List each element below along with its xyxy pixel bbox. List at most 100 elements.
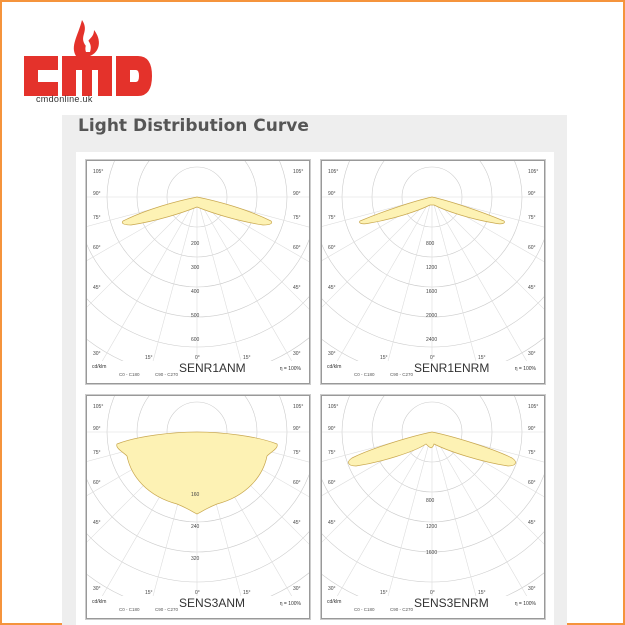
grid-arc [322,296,544,348]
legend-c0-c180: C0 - C180 [119,607,140,612]
angle-label: 45° [93,520,101,526]
radial-value-label: 800 [426,241,435,247]
legend-c90-c270: C90 - C270 [155,607,179,612]
grid-radial [196,196,242,361]
angle-label: 0° [430,355,435,361]
grid-arc [401,166,463,198]
angle-label: 75° [528,215,536,221]
angle-label: 30° [93,351,101,357]
angle-label: 105° [293,169,303,175]
efficiency-label: η = 100% [279,601,301,607]
angle-label: 60° [93,245,101,251]
radial-value-label: 2000 [426,313,437,319]
angle-label: 15° [243,590,251,596]
grid-arc [371,396,493,433]
grid-radial [387,196,433,361]
diagram-name: SENS3ENRM [414,596,489,610]
unit-label: cd/klm [92,599,107,605]
grid-radial [322,196,433,227]
angle-label: 45° [293,520,301,526]
grid-radial [387,431,433,596]
angle-label: 105° [528,169,538,175]
panel-title: Light Distribution Curve [78,116,309,136]
polar-diagram-sens3anm: 105° 105° 90° 90° 75° 75° 60° 60° 45° 45° 30° 30° 15… [86,395,310,619]
legend-c0-c180: C0 - C180 [354,372,375,377]
efficiency-label: η = 100% [514,601,536,607]
angle-label: 105° [93,169,103,175]
grid-arc [166,166,228,198]
polar-grid: 105° 105° 90° 90° 75° 75° 60° 60° 45° 45° 30° 30° 15… [87,396,309,596]
angle-label: 105° [93,404,103,410]
radial-value-label: 2400 [426,337,437,343]
radial-value-label: 1200 [426,265,437,271]
angle-label: 15° [478,590,486,596]
grid-radial [196,196,293,361]
polar-grid: 105° 105° 90° 90° 75° 75° 60° 60° 45° 45° 30° 30° 15… [322,161,544,361]
grid-radial [431,196,477,361]
angle-label: 75° [328,215,336,221]
grid-arc [322,396,544,432]
angle-label: 0° [430,590,435,596]
unit-label: cd/klm [92,364,107,370]
grid-radial [336,431,433,596]
grid-arc [341,161,523,198]
grid-radial [87,196,198,308]
grid-arc [136,396,258,433]
angle-label: 75° [93,215,101,221]
polar-diagram-senr1anm: 105° 105° 90° 90° 75° 75° 60° 60° 45° 45° 30° 30° 15… [86,160,310,384]
angle-label: 75° [528,450,536,456]
grid-radial [322,196,433,308]
grid-arc [322,531,544,583]
grid-arc [87,296,309,348]
radial-value-label: 600 [191,337,200,343]
grid-radial [431,431,544,545]
radial-value-label: 240 [191,524,200,530]
angle-label: 30° [293,586,301,592]
angle-label: 60° [293,480,301,486]
grid-radial [152,196,198,361]
grid-arc [136,161,258,198]
angle-label: 90° [293,426,301,432]
grid-arc [87,396,309,432]
radial-value-label: 320 [191,556,200,562]
radial-value-label: 200 [191,241,200,247]
unit-label: cd/klm [327,599,342,605]
legend-c0-c180: C0 - C180 [119,372,140,377]
radial-value-label: 800 [426,498,435,504]
angle-label: 30° [293,351,301,357]
grid-radial [431,196,544,228]
grid-arc [87,396,309,432]
angle-label: 90° [93,426,101,432]
diagram-name: SENR1ENRM [414,361,490,375]
radial-value-label: 1600 [426,289,437,295]
grid-arc [322,396,544,432]
angle-label: 60° [93,480,101,486]
polar-grid: 105° 105° 90° 90° 75° 75° 60° 60° 45° 45° 30° 30° 15… [322,396,544,596]
polar-grid: 105° 105° 90° 90° 75° 75° 60° 60° 45° 45° 30° 30° 15… [87,161,309,361]
grid-radial [431,196,544,310]
cmd-logo [24,20,152,96]
grid-arc [322,161,544,197]
angle-label: 15° [380,355,388,361]
angle-label: 105° [293,404,303,410]
grid-arc [87,161,309,197]
angle-label: 15° [145,355,153,361]
grid-radial [322,431,433,543]
legend-c90-c270: C90 - C270 [390,372,414,377]
efficiency-label: η = 100% [514,366,536,372]
radial-value-label: 1200 [426,524,437,530]
angle-label: 15° [478,355,486,361]
diagram-name: SENR1ANM [179,361,246,375]
polar-diagram-sens3enrm: 105° 105° 90° 90° 75° 75° 60° 60° 45° 45° 30° 30° 15… [321,395,545,619]
angle-label: 75° [293,215,301,221]
grid-arc [401,401,463,433]
angle-label: 15° [145,590,153,596]
grid-radial [431,431,528,596]
legend-c90-c270: C90 - C270 [155,372,179,377]
angle-label: 75° [328,450,336,456]
angle-label: 30° [528,351,536,357]
angle-label: 30° [528,586,536,592]
angle-label: 90° [328,191,336,197]
logo-url[interactable]: cmdonline.uk [36,94,93,104]
grid-arc [341,396,523,433]
